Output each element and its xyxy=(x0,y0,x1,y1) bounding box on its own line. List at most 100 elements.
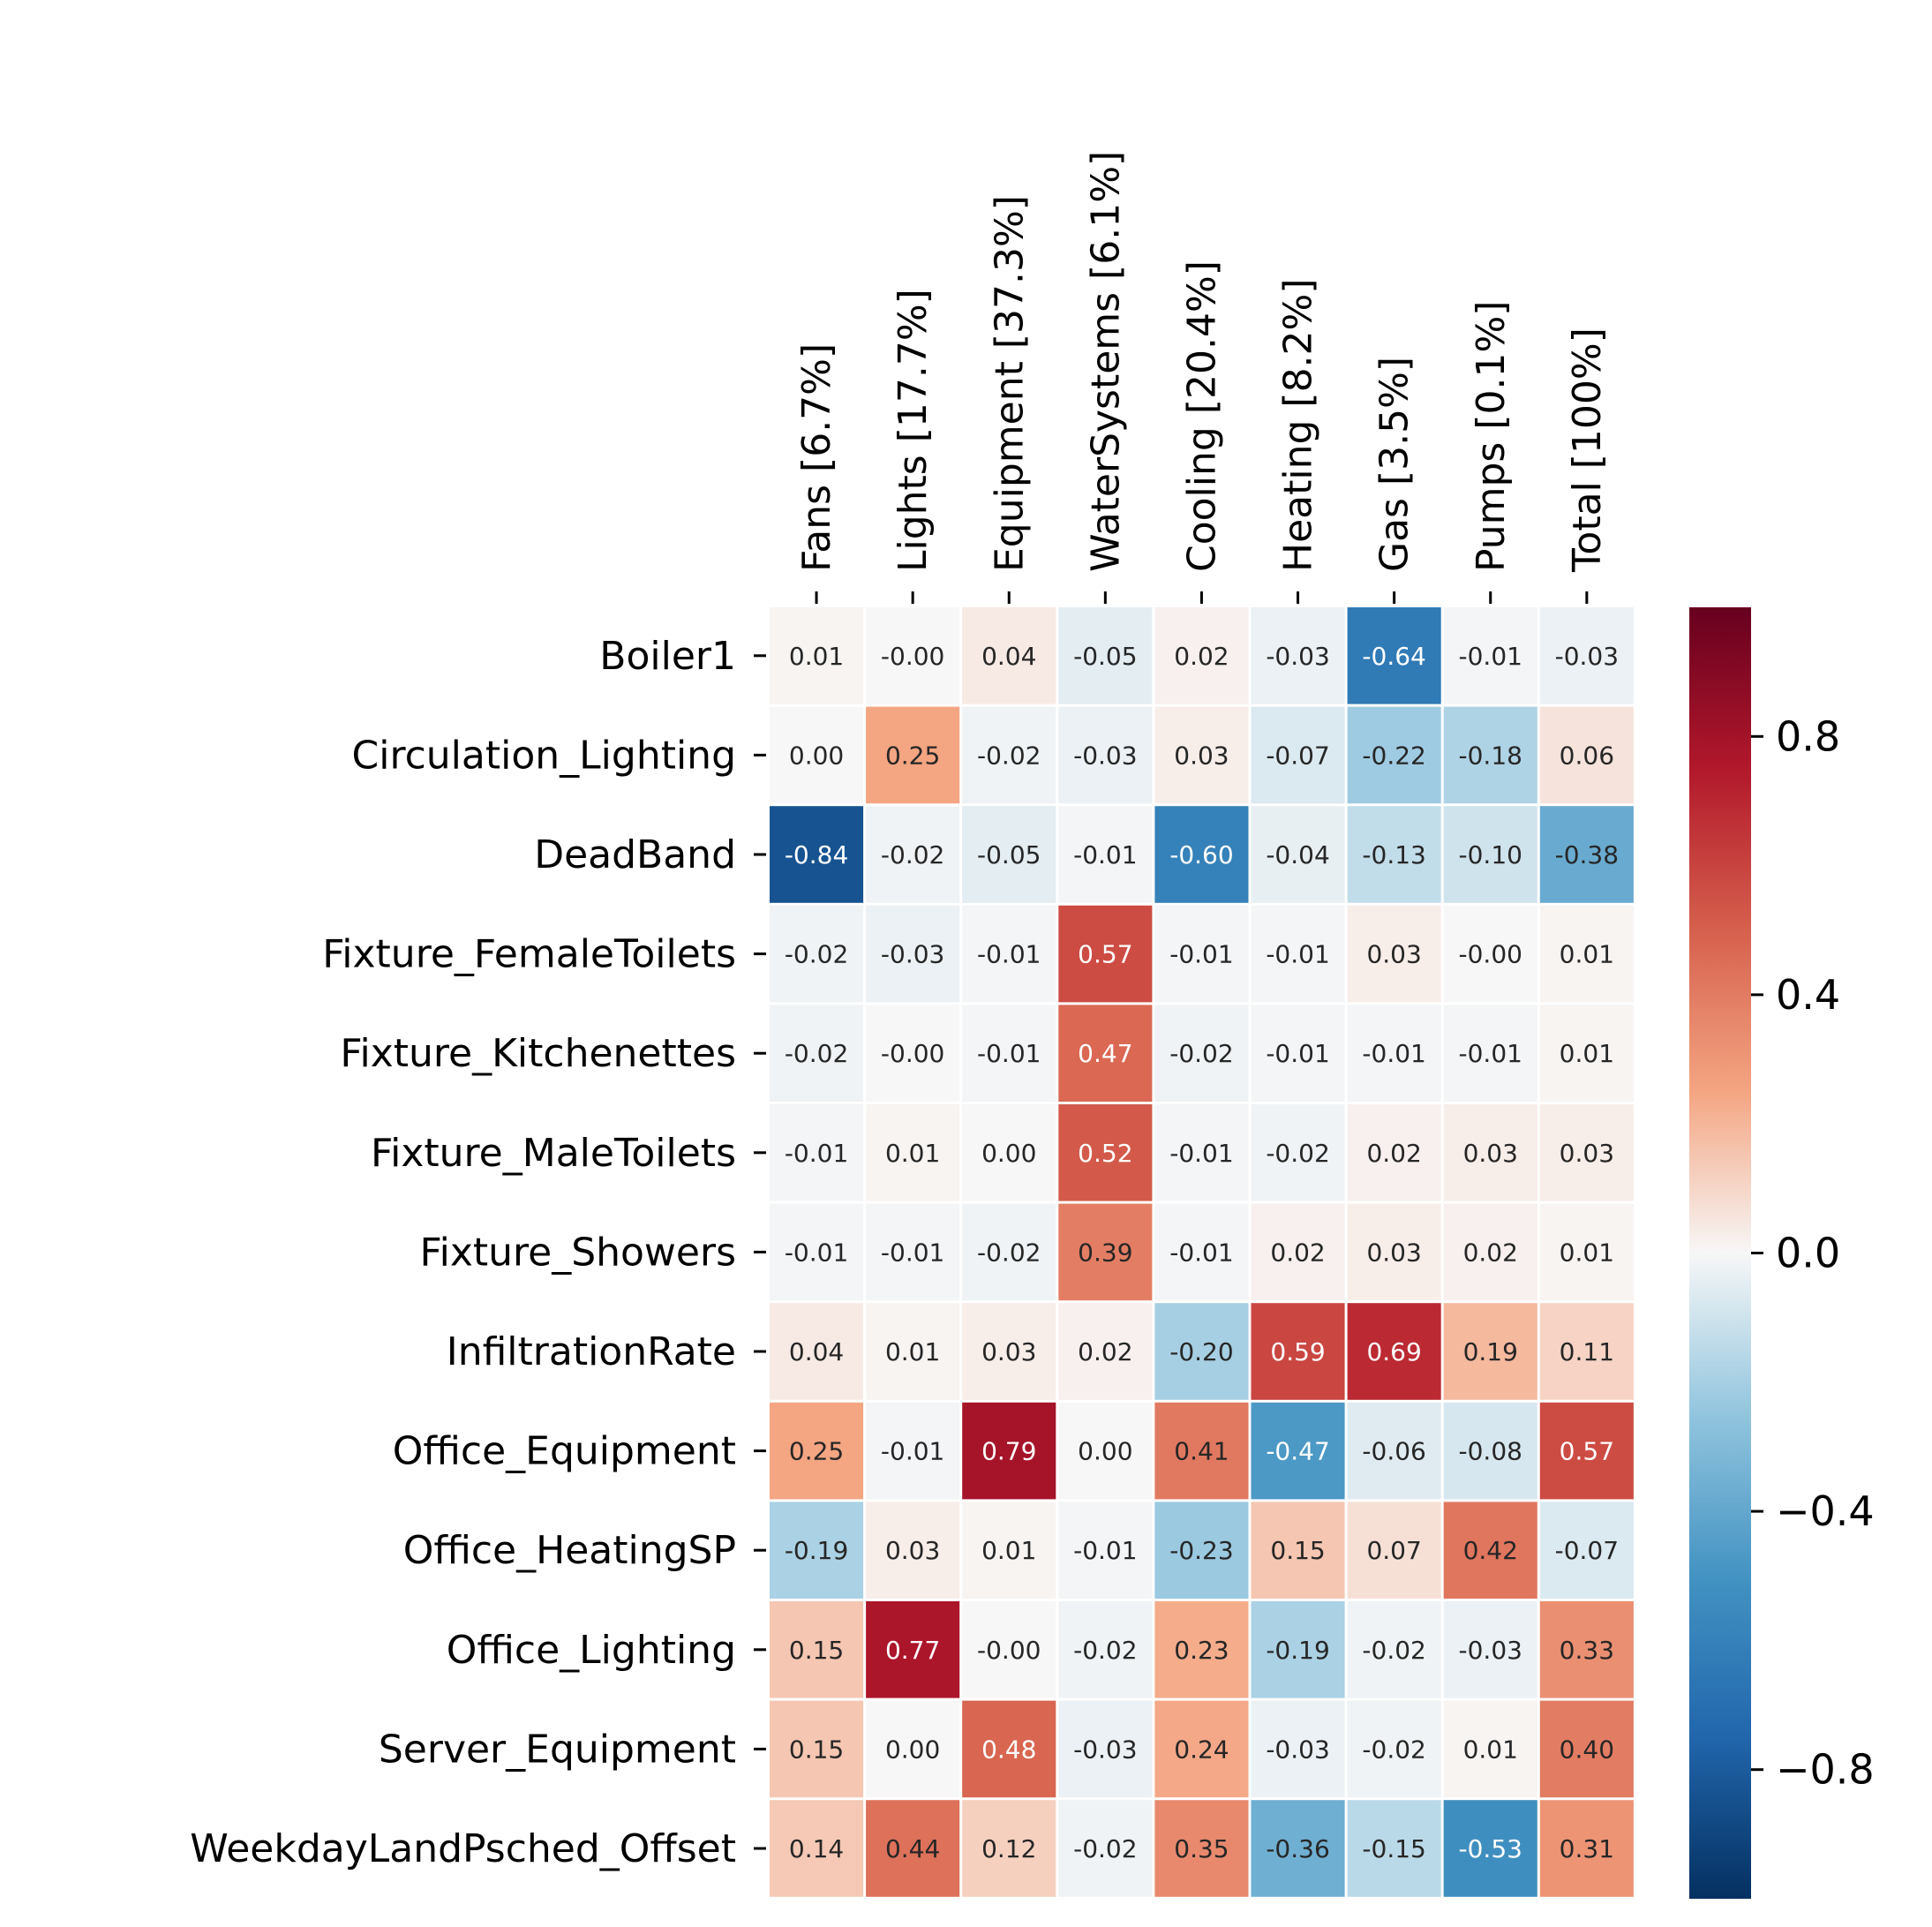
cell-value-label: -0.00 xyxy=(881,642,944,671)
cell-value-label: 0.00 xyxy=(885,1735,940,1764)
cell-value-label: 0.35 xyxy=(1174,1834,1229,1863)
y-tick-label: Fixture_FemaleToilets xyxy=(322,932,736,977)
y-tick-label: Fixture_Showers xyxy=(419,1230,736,1275)
cell-value-label: -0.02 xyxy=(1073,1636,1137,1665)
heatmap-cell xyxy=(1347,1502,1441,1599)
cell-value-label: 0.39 xyxy=(1078,1238,1132,1267)
heatmap-cell xyxy=(1443,1303,1537,1400)
heatmap-cell xyxy=(1058,1800,1153,1897)
cell-value-label: 0.02 xyxy=(1366,1139,1421,1168)
x-tick-label: Equipment [37.3%] xyxy=(987,195,1032,572)
y-tick-label: DeadBand xyxy=(534,832,736,877)
heatmap-cell xyxy=(866,607,960,704)
cell-value-label: -0.02 xyxy=(881,840,944,869)
cell-value-label: 0.04 xyxy=(789,1337,844,1366)
heatmap-cell xyxy=(770,1402,864,1500)
heatmap-cell xyxy=(1058,1700,1153,1798)
heatmap-cell xyxy=(1539,1203,1634,1301)
cell-value-label: 0.15 xyxy=(789,1735,844,1764)
cell-value-label: 0.25 xyxy=(789,1437,844,1466)
heatmap-cell xyxy=(1154,1700,1249,1798)
y-tick-label: Circulation_Lighting xyxy=(352,733,736,778)
heatmap-cell xyxy=(770,1303,864,1400)
cell-value-label: 0.00 xyxy=(1078,1437,1132,1466)
cell-value-label: 0.47 xyxy=(1078,1039,1132,1068)
heatmap-cell xyxy=(962,1005,1056,1102)
cell-value-label: -0.01 xyxy=(1073,840,1137,869)
y-tick-label: WeekdayLandPsched_Offset xyxy=(190,1826,736,1871)
cell-value-label: -0.38 xyxy=(1555,840,1619,869)
cell-value-label: -0.02 xyxy=(977,1238,1041,1267)
heatmap-cell xyxy=(1154,1502,1249,1599)
cell-value-label: 0.42 xyxy=(1463,1536,1518,1565)
cell-value-label: -0.84 xyxy=(785,840,848,869)
y-tick-label: Office_HeatingSP xyxy=(403,1528,736,1573)
cell-value-label: 0.11 xyxy=(1560,1337,1614,1366)
cell-value-label: -0.53 xyxy=(1459,1834,1522,1863)
heatmap-cell xyxy=(1154,905,1249,1003)
cell-value-label: -0.47 xyxy=(1266,1437,1329,1466)
heatmap-cell xyxy=(1539,1800,1634,1897)
colorbar-gradient xyxy=(1689,607,1751,1899)
cell-value-label: 0.33 xyxy=(1560,1636,1614,1665)
heatmap-cell xyxy=(1058,806,1153,903)
cell-value-label: 0.48 xyxy=(981,1735,1036,1764)
y-tick-label: Office_Equipment xyxy=(393,1429,736,1474)
x-tick-label: Lights [17.7%] xyxy=(891,289,936,572)
heatmap-cell xyxy=(770,607,864,704)
cell-value-label: -0.01 xyxy=(1073,1536,1137,1565)
heatmap-cell xyxy=(866,1800,960,1897)
cell-value-label: -0.19 xyxy=(785,1536,848,1565)
x-tick-label: WaterSystems [6.1%] xyxy=(1083,151,1128,572)
cell-value-label: 0.01 xyxy=(1560,1238,1614,1267)
heatmap-cell xyxy=(1251,1005,1345,1102)
heatmap-cell xyxy=(1251,1601,1345,1698)
y-tick-label: Fixture_Kitchenettes xyxy=(340,1031,736,1076)
cell-value-label: -0.03 xyxy=(1555,642,1619,671)
heatmap-cell xyxy=(962,1203,1056,1301)
heatmap-cell xyxy=(1251,706,1345,804)
heatmap-cell xyxy=(1058,1203,1153,1301)
heatmap-cell xyxy=(866,1104,960,1201)
cell-value-label: -0.00 xyxy=(1459,940,1522,969)
heatmap-cell xyxy=(1058,1402,1153,1500)
heatmap-cell xyxy=(866,1601,960,1698)
cell-value-label: -0.05 xyxy=(977,840,1041,869)
heatmap-cell xyxy=(1251,607,1345,704)
heatmap-cell xyxy=(1443,1601,1537,1698)
heatmap-cell xyxy=(1154,1104,1249,1201)
cell-value-label: -0.01 xyxy=(1362,1039,1425,1068)
cell-value-label: 0.01 xyxy=(789,642,844,671)
heatmap-cell xyxy=(1539,905,1634,1003)
heatmap-cell xyxy=(1539,1005,1634,1102)
cell-value-label: -0.22 xyxy=(1362,741,1425,770)
heatmap-cell xyxy=(1347,1800,1441,1897)
heatmap-cell xyxy=(1154,1800,1249,1897)
cell-value-label: 0.59 xyxy=(1270,1337,1325,1366)
cell-value-label: 0.24 xyxy=(1174,1735,1229,1764)
colorbar-tick-label: −0.4 xyxy=(1776,1487,1875,1535)
cell-value-label: 0.52 xyxy=(1078,1139,1132,1168)
heatmap-cell xyxy=(1058,1005,1153,1102)
cell-value-label: 0.01 xyxy=(1560,1039,1614,1068)
cell-value-label: -0.19 xyxy=(1266,1636,1329,1665)
cell-value-label: 0.03 xyxy=(1366,1238,1421,1267)
heatmap-cell xyxy=(1058,706,1153,804)
colorbar-tick-label: 0.0 xyxy=(1776,1230,1840,1277)
cell-value-label: -0.23 xyxy=(1169,1536,1233,1565)
heatmap-cell xyxy=(1251,905,1345,1003)
heatmap-cell xyxy=(1058,1502,1153,1599)
x-tick-label: Pumps [0.1%] xyxy=(1469,301,1514,572)
cell-value-label: -0.02 xyxy=(1266,1139,1329,1168)
cell-value-label: -0.00 xyxy=(881,1039,944,1068)
cell-value-label: 0.00 xyxy=(789,741,844,770)
cell-value-label: 0.03 xyxy=(1463,1139,1518,1168)
cell-value-label: 0.40 xyxy=(1560,1735,1614,1764)
heatmap-cell xyxy=(770,706,864,804)
heatmap-cell xyxy=(1058,607,1153,704)
colorbar-tick-label: −0.8 xyxy=(1776,1746,1875,1794)
cell-value-label: -0.01 xyxy=(881,1238,944,1267)
heatmap-cell xyxy=(770,1005,864,1102)
cell-value-label: -0.02 xyxy=(1169,1039,1233,1068)
